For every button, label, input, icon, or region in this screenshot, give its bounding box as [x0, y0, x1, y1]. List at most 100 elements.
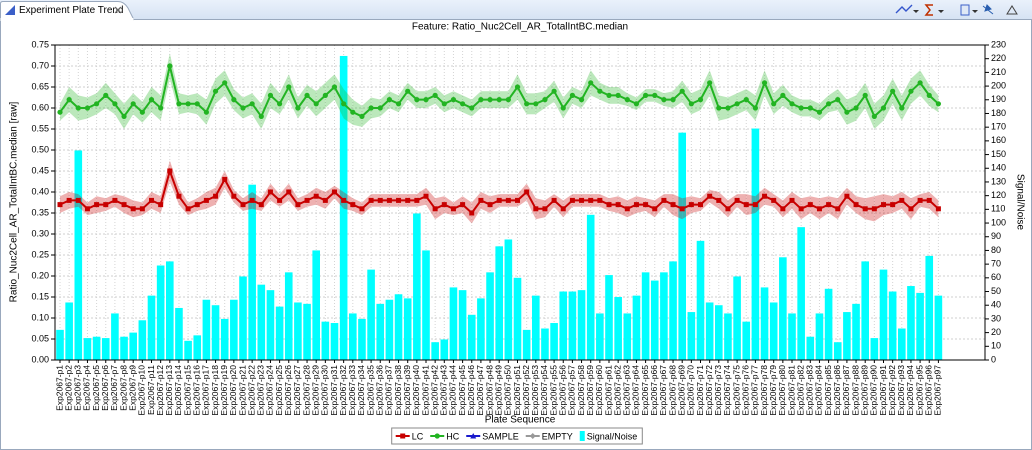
- tab[interactable]: [0, 0, 135, 21]
- point: [267, 189, 273, 195]
- x-tick-label: Exp2067-p41: [420, 365, 430, 416]
- legend-item[interactable]: LC: [395, 431, 424, 441]
- bar: [111, 313, 119, 360]
- x-tick-label: Exp2067-p43: [439, 365, 449, 416]
- toolbar-dropdown[interactable]: [913, 10, 919, 13]
- bar: [147, 295, 156, 360]
- point: [185, 101, 191, 107]
- bar: [934, 295, 943, 360]
- bar: [248, 184, 256, 360]
- point: [624, 206, 630, 212]
- y-tick-label: 0.65: [31, 81, 49, 91]
- point: [560, 206, 566, 212]
- tab-join: [0, 18, 134, 21]
- bar: [266, 290, 275, 360]
- point: [405, 197, 411, 203]
- toolbar-trend[interactable]: [895, 4, 913, 14]
- bar: [660, 272, 668, 360]
- x-tick-label: Exp2067-p86: [832, 365, 842, 416]
- x-tick-label: Exp2067-p65: [640, 365, 650, 416]
- x-tick-label: Exp2067-p84: [814, 365, 824, 416]
- point: [917, 80, 923, 86]
- toolbar-pin[interactable]: [982, 4, 994, 15]
- bar: [486, 272, 494, 360]
- bar: [522, 329, 531, 360]
- point: [487, 97, 493, 103]
- point: [853, 202, 859, 208]
- point: [240, 202, 246, 208]
- legend-item[interactable]: SAMPLE: [466, 431, 519, 441]
- point: [643, 202, 649, 208]
- toolbar: [895, 4, 1018, 16]
- point: [212, 88, 219, 94]
- point: [515, 197, 520, 203]
- bar: [559, 291, 568, 360]
- bar: [788, 313, 796, 360]
- legend-item[interactable]: Signal/Noise: [579, 431, 638, 441]
- bar: [733, 276, 741, 360]
- bar: [687, 312, 696, 360]
- bar: [605, 275, 613, 360]
- point: [816, 206, 822, 212]
- x-tick-label: Exp2067-p93: [896, 365, 906, 416]
- y2-axis-title: Signal/Noise: [1014, 174, 1025, 231]
- x-tick-label: Exp2067-p44: [448, 365, 458, 416]
- bar: [843, 312, 851, 360]
- x-tick-label: Exp2067-p26: [283, 365, 293, 416]
- point: [267, 92, 274, 98]
- point: [524, 101, 530, 107]
- x-tick-label: Exp2067-p47: [475, 365, 485, 416]
- x-tick-label: Exp2067-p51: [512, 365, 522, 416]
- x-tick-label: Exp2067-p91: [878, 365, 888, 416]
- point: [112, 197, 118, 203]
- x-tick-label: Exp2067-p76: [741, 365, 751, 416]
- point: [643, 92, 649, 98]
- legend-item[interactable]: EMPTY: [525, 431, 573, 441]
- legend-label: SAMPLE: [482, 431, 519, 441]
- bar: [156, 265, 165, 360]
- bar: [907, 286, 915, 360]
- x-tick-label: Exp2067-p82: [795, 365, 805, 416]
- y2-tick-label: 40: [991, 300, 1001, 310]
- x-tick-label: Exp2067-p42: [429, 365, 439, 416]
- toolbar-layout[interactable]: [960, 4, 970, 16]
- toolbar-dropdown[interactable]: [938, 10, 944, 13]
- point: [295, 202, 301, 208]
- y2-tick-label: 110: [991, 204, 1005, 214]
- point: [84, 105, 91, 111]
- legend-box: [391, 427, 643, 445]
- bar: [166, 261, 174, 360]
- point: [470, 433, 477, 439]
- point: [203, 109, 209, 115]
- bar: [888, 291, 897, 360]
- toolbar-sum[interactable]: [924, 4, 933, 16]
- legend-item[interactable]: HC: [430, 431, 460, 441]
- bar: [678, 132, 686, 360]
- bar: [861, 261, 869, 360]
- point: [103, 202, 109, 208]
- x-tick-label: Exp2067-p73: [713, 365, 723, 416]
- point: [400, 433, 406, 439]
- tab-close[interactable]: [114, 6, 122, 14]
- bar: [284, 272, 293, 360]
- bar: [623, 313, 632, 360]
- x-tick-label: Exp2067-p34: [356, 365, 366, 416]
- x-tick-label: Exp2067-p87: [841, 365, 851, 416]
- point: [698, 202, 703, 208]
- toolbar-dropdown[interactable]: [972, 10, 978, 13]
- point: [414, 197, 420, 203]
- bar: [797, 227, 805, 360]
- point: [341, 101, 347, 107]
- point: [716, 105, 722, 111]
- point: [194, 202, 200, 208]
- x-tick-label: Exp2067-p48: [484, 365, 494, 416]
- point: [176, 101, 182, 107]
- point: [331, 84, 338, 90]
- toolbar-menu[interactable]: [1006, 5, 1018, 15]
- bar: [742, 321, 751, 360]
- point: [899, 197, 905, 203]
- point: [679, 88, 685, 94]
- x-tick-label: Exp2067-p56: [558, 365, 568, 416]
- x-tick-label: Exp2067-p55: [548, 365, 558, 416]
- point: [377, 105, 383, 111]
